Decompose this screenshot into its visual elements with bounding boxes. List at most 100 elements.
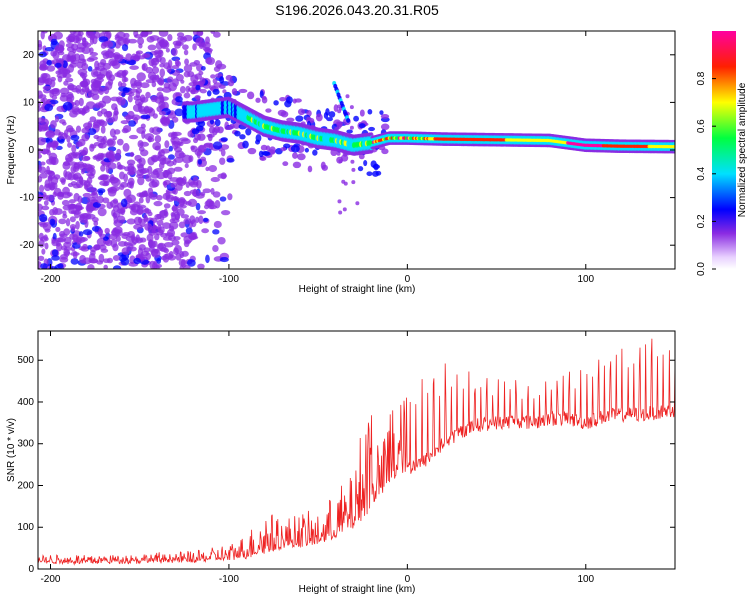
spectrogram-x-tick-label: -100 — [219, 274, 239, 285]
spectrogram-cell — [202, 217, 209, 223]
spectrogram-cell — [208, 164, 218, 173]
spectrogram-cell — [38, 203, 43, 212]
spectrogram-cell — [210, 74, 216, 79]
spectrogram-cell — [44, 242, 49, 250]
spectrogram-cell — [103, 264, 108, 269]
spectrogram-cell — [99, 244, 107, 251]
spectrogram-cell — [155, 263, 162, 269]
spectrogram-cell — [260, 144, 268, 151]
spectrogram-cell — [158, 111, 167, 116]
spectrogram-cell — [168, 145, 174, 152]
spectrogram-cell — [209, 118, 215, 125]
spectrogram-cell — [143, 214, 148, 223]
spectrogram-cell — [212, 78, 218, 84]
spectrogram-cell — [58, 218, 67, 225]
spectrogram-cell — [195, 84, 201, 91]
spectrogram-cell — [70, 134, 80, 141]
spectrogram-cell — [175, 74, 184, 82]
spectrogram-cell — [87, 66, 93, 72]
spectrogram-cell — [162, 181, 168, 186]
spectrogram-cell — [212, 88, 220, 95]
spectrogram-cell — [67, 142, 72, 148]
spectrogram-cell — [115, 235, 121, 242]
spectrogram-cell — [247, 147, 257, 155]
spectrogram-cell — [231, 88, 238, 95]
spectrogram-cell — [143, 53, 151, 59]
spectrogram-cell — [147, 135, 152, 143]
spectrogram-cell — [255, 97, 261, 103]
spectrogram-cell — [210, 187, 215, 195]
snr-series-line — [38, 338, 675, 566]
spectrogram-cell — [213, 31, 221, 38]
spectrogram-cell — [125, 113, 131, 123]
spectrogram-cell — [85, 101, 96, 110]
spectrogram-cell — [195, 192, 205, 199]
spectrogram-cell — [75, 125, 82, 133]
spectrogram-cell — [63, 248, 70, 257]
spectrogram-y-tick-label: 10 — [23, 97, 35, 108]
spectrogram-cell — [147, 187, 154, 196]
spectrogram-cell — [239, 134, 246, 140]
spectrogram-cell — [340, 154, 349, 162]
spectrogram-cell — [137, 37, 145, 45]
spectrogram-cell — [86, 57, 95, 62]
spectrogram-cell — [167, 154, 175, 160]
spectrogram-cell — [113, 110, 119, 116]
spectrogram-cell — [198, 215, 204, 224]
spectrogram-cell — [67, 83, 75, 91]
spectrogram-cell — [346, 118, 351, 123]
spectrogram-cell — [182, 44, 189, 50]
spectrogram-cell — [229, 123, 235, 129]
snr-x-tick-label: -100 — [219, 574, 239, 585]
spectrogram-cell — [220, 210, 231, 216]
spectrogram-cell — [282, 161, 289, 167]
spectrogram-cell — [61, 199, 70, 206]
spectrogram-cell — [373, 163, 379, 171]
spectrogram-cell — [153, 248, 160, 254]
spectrogram-cell — [350, 159, 355, 164]
spectrogram-cell — [91, 217, 99, 223]
spectrogram-cell — [82, 243, 88, 250]
spectrogram-cell — [52, 232, 57, 241]
spectrogram-cell — [49, 218, 56, 226]
spectrogram-cell — [80, 155, 91, 162]
snr-x-tick-label: 0 — [405, 574, 411, 585]
spectrogram-cell — [351, 180, 356, 185]
spectrogram-cell — [56, 73, 67, 79]
spectrogram-y-label: Frequency (Hz) — [6, 116, 17, 185]
spectrogram-cell — [68, 199, 76, 204]
spectrogram-cell — [109, 128, 116, 138]
spectrogram-cell — [285, 96, 293, 104]
spectrogram-cell — [59, 44, 64, 53]
spectrogram-cell — [351, 167, 356, 172]
spectrogram-cell — [121, 70, 127, 77]
spectrogram-cell — [185, 85, 191, 93]
spectrogram-cell — [136, 208, 144, 215]
spectrogram-cell — [132, 104, 143, 112]
spectrogram-cell — [116, 138, 124, 146]
spectrogram-cell — [59, 87, 70, 95]
spectrogram-cell — [357, 166, 364, 172]
spectrogram-cell — [328, 111, 336, 118]
spectrogram-cell — [122, 37, 131, 45]
spectrogram-cell — [93, 81, 102, 88]
spectrogram-cell — [45, 194, 55, 202]
spectrogram-cell — [366, 171, 373, 177]
spectrogram-cell — [161, 117, 171, 127]
spectrogram-y-ticks: -20 -10 0 10 20 — [20, 50, 675, 251]
spectrogram-cell — [71, 144, 77, 153]
spectrogram-cell — [62, 213, 68, 219]
spectrogram-cell — [167, 167, 176, 175]
spectrogram-cell — [346, 129, 353, 134]
spectrogram-cell — [213, 220, 222, 229]
spectrogram-cell — [105, 69, 113, 79]
spectrogram-cell — [97, 207, 107, 217]
spectrogram-cell — [94, 66, 100, 71]
spectrogram-cell — [114, 54, 120, 61]
spectrogram-cell — [195, 202, 201, 211]
spectrogram-cell — [170, 182, 177, 188]
spectrogram-cell — [122, 87, 130, 94]
spectrogram-cell — [113, 215, 118, 224]
spectrogram-cell — [134, 34, 144, 39]
spectrogram-cell — [169, 221, 179, 230]
